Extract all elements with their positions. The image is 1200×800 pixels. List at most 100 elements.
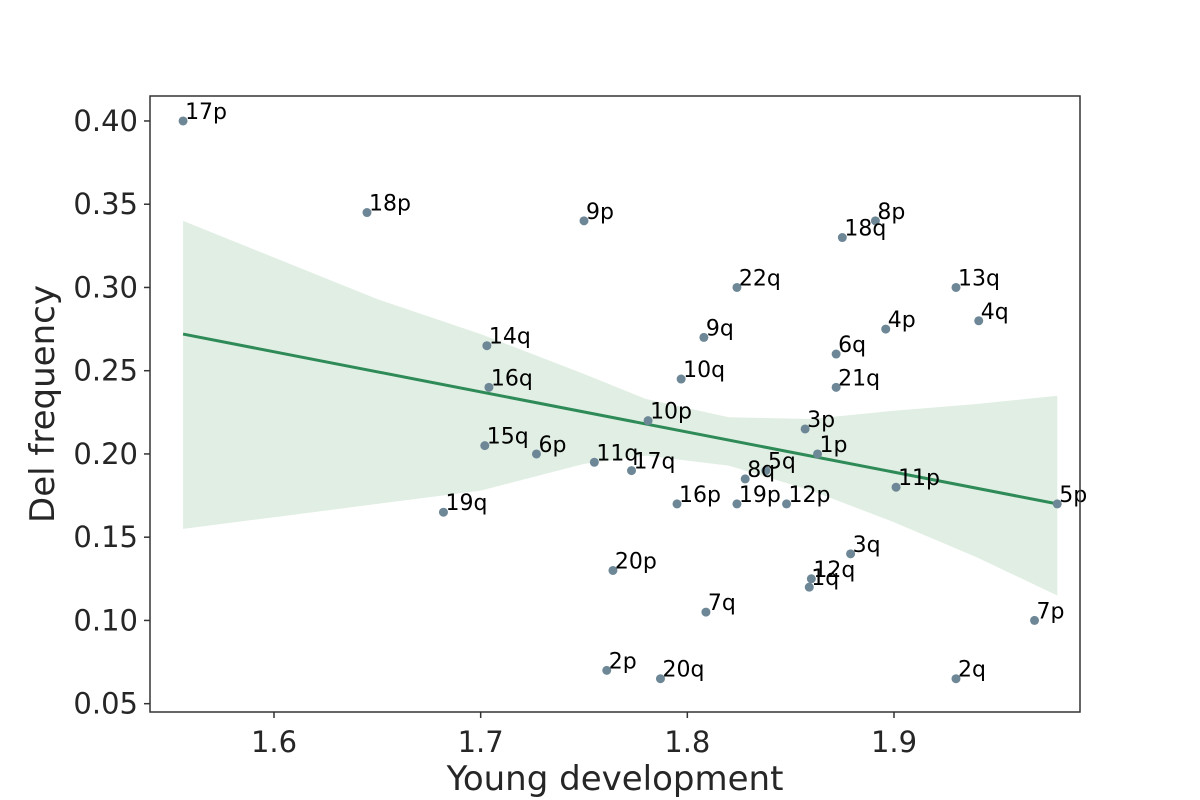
data-point	[699, 332, 709, 342]
data-point	[701, 607, 711, 617]
regression-line	[182, 332, 1058, 506]
x-tick-label: 1.7	[458, 725, 504, 759]
point-label: 11p	[898, 466, 940, 491]
point-label: 12q	[813, 558, 855, 583]
data-point	[362, 208, 372, 218]
point-label: 8q	[747, 458, 775, 483]
point-label: 2q	[958, 658, 986, 683]
point-label: 2p	[609, 649, 637, 674]
data-point	[676, 374, 686, 384]
point-label: 18q	[844, 217, 886, 242]
y-tick-label: 0.10	[73, 603, 138, 637]
data-point	[870, 216, 880, 226]
point-label: 19q	[445, 491, 487, 516]
point-label: 15q	[487, 425, 529, 450]
y-tick-label: 0.20	[73, 437, 138, 471]
data-point	[806, 574, 816, 584]
plot-frame	[149, 95, 1081, 713]
data-point	[484, 382, 494, 392]
point-label: 6p	[538, 433, 566, 458]
y-tick-label: 0.15	[73, 520, 138, 554]
data-point	[831, 382, 841, 392]
data-point	[782, 499, 792, 509]
data-point	[602, 665, 612, 675]
point-label: 20q	[662, 658, 704, 683]
point-label: 14q	[489, 325, 531, 350]
point-label: 5p	[1059, 483, 1087, 508]
data-point	[813, 449, 823, 459]
point-label: 5q	[768, 450, 796, 475]
data-point	[732, 499, 742, 509]
point-label: 3p	[807, 408, 835, 433]
point-label: 1p	[820, 433, 848, 458]
data-point	[837, 233, 847, 243]
data-point	[178, 116, 188, 126]
data-point	[1052, 499, 1062, 509]
data-point	[627, 466, 637, 476]
data-point	[655, 674, 665, 684]
y-tick-label: 0.30	[73, 270, 138, 304]
data-point	[480, 441, 490, 451]
point-label: 10q	[683, 358, 725, 383]
data-point	[881, 324, 891, 334]
point-label: 11q	[596, 441, 638, 466]
data-point	[846, 549, 856, 559]
data-point	[579, 216, 589, 226]
point-label: 21q	[838, 366, 880, 391]
y-axis-label: Del frequency	[23, 285, 63, 523]
data-point	[740, 474, 750, 484]
point-label: 17p	[185, 100, 227, 125]
data-point	[891, 482, 901, 492]
x-tick-label: 1.8	[664, 725, 710, 759]
data-point	[804, 582, 814, 592]
point-label: 8p	[877, 200, 905, 225]
point-label: 6q	[838, 333, 866, 358]
y-tick-label: 0.40	[73, 104, 138, 138]
data-point	[951, 282, 961, 292]
data-point	[974, 316, 984, 326]
data-point	[1030, 615, 1040, 625]
point-label: 13q	[958, 266, 1000, 291]
data-point	[761, 466, 771, 476]
regression-line-layer	[182, 332, 1058, 506]
data-point	[608, 565, 618, 575]
point-label: 9p	[586, 200, 614, 225]
data-point	[800, 424, 810, 434]
data-point	[482, 341, 492, 351]
point-label: 10p	[650, 400, 692, 425]
data-point	[951, 674, 961, 684]
point-label: 1q	[811, 566, 839, 591]
y-axis: 0.05 0.10 0.15 0.20 0.25 0.30 0.35 0.40	[73, 104, 150, 721]
point-label: 3q	[853, 533, 881, 558]
x-tick-label: 1.6	[251, 725, 297, 759]
y-tick-label: 0.35	[73, 187, 138, 221]
confidence-band-layer	[183, 220, 1058, 596]
point-label: 17q	[634, 450, 676, 475]
point-label: 16p	[679, 483, 721, 508]
data-point	[831, 349, 841, 359]
y-tick-label: 0.05	[73, 687, 138, 721]
point-label: 22q	[739, 266, 781, 291]
x-tick-label: 1.9	[871, 725, 917, 759]
point-label: 4p	[888, 308, 916, 333]
point-label: 4q	[981, 300, 1009, 325]
point-label: 20p	[615, 549, 657, 574]
point-label: 18p	[369, 192, 411, 217]
data-point	[643, 416, 653, 426]
point-label: 7q	[708, 591, 736, 616]
y-tick-label: 0.25	[73, 354, 138, 388]
point-label: 19p	[739, 483, 781, 508]
data-point	[672, 499, 682, 509]
point-label: 12p	[789, 483, 831, 508]
data-point	[531, 449, 541, 459]
data-point	[438, 507, 448, 517]
point-label: 7p	[1037, 599, 1065, 624]
point-label: 16q	[491, 366, 533, 391]
points-layer	[178, 116, 1062, 684]
data-point	[589, 457, 599, 467]
data-point	[732, 282, 742, 292]
x-axis-label: Young development	[446, 759, 784, 799]
confidence-band	[183, 220, 1058, 596]
